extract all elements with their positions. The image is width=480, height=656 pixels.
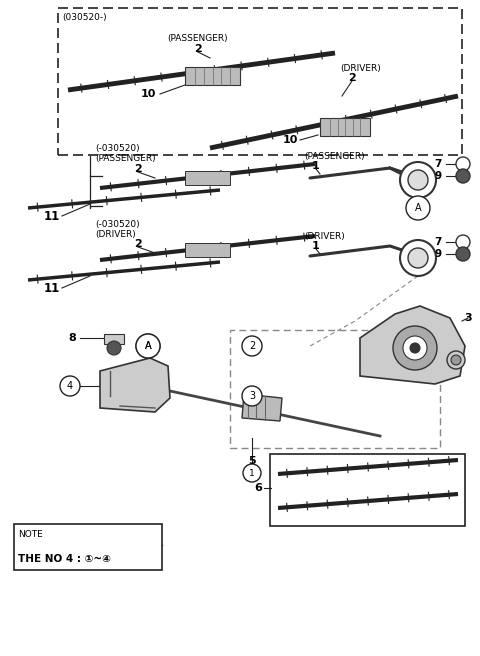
Circle shape bbox=[60, 376, 80, 396]
Text: (PASSENGER): (PASSENGER) bbox=[95, 154, 156, 163]
Text: NOTE: NOTE bbox=[18, 530, 43, 539]
Circle shape bbox=[406, 196, 430, 220]
Text: 5: 5 bbox=[248, 456, 256, 466]
Circle shape bbox=[136, 334, 160, 358]
Text: 2: 2 bbox=[249, 341, 255, 351]
Circle shape bbox=[242, 336, 262, 356]
Bar bbox=[270, 454, 465, 526]
Text: 2: 2 bbox=[134, 164, 142, 174]
Circle shape bbox=[447, 351, 465, 369]
Circle shape bbox=[242, 386, 262, 406]
Text: 6: 6 bbox=[254, 483, 262, 493]
Text: 3: 3 bbox=[464, 313, 472, 323]
Text: 11: 11 bbox=[44, 209, 60, 222]
Bar bbox=[185, 171, 230, 185]
Circle shape bbox=[243, 464, 261, 482]
Text: 1: 1 bbox=[249, 468, 255, 478]
Circle shape bbox=[456, 235, 470, 249]
Bar bbox=[14, 524, 162, 570]
Text: (PASSENGER): (PASSENGER) bbox=[304, 152, 365, 161]
Circle shape bbox=[107, 341, 121, 355]
Circle shape bbox=[456, 157, 470, 171]
Bar bbox=[320, 118, 370, 136]
Text: A: A bbox=[144, 341, 151, 351]
Text: THE NO 4 : ①~④: THE NO 4 : ①~④ bbox=[18, 554, 111, 564]
Circle shape bbox=[408, 170, 428, 190]
Text: (DRIVER): (DRIVER) bbox=[95, 230, 136, 239]
Circle shape bbox=[408, 248, 428, 268]
Text: (030520-): (030520-) bbox=[62, 13, 107, 22]
Text: 10: 10 bbox=[140, 89, 156, 99]
Text: A: A bbox=[144, 341, 151, 351]
Circle shape bbox=[136, 334, 160, 358]
Text: (PASSENGER): (PASSENGER) bbox=[168, 33, 228, 43]
Text: 4: 4 bbox=[67, 381, 73, 391]
Text: 9: 9 bbox=[434, 249, 442, 259]
Circle shape bbox=[451, 355, 461, 365]
Text: (DRIVER): (DRIVER) bbox=[340, 64, 381, 73]
Polygon shape bbox=[360, 306, 465, 384]
Text: 2: 2 bbox=[348, 73, 356, 83]
Text: 9: 9 bbox=[434, 171, 442, 181]
Text: 7: 7 bbox=[434, 159, 442, 169]
Bar bbox=[185, 67, 240, 85]
Circle shape bbox=[393, 326, 437, 370]
Text: 2: 2 bbox=[134, 239, 142, 249]
Text: 3: 3 bbox=[249, 391, 255, 401]
Text: 7: 7 bbox=[434, 237, 442, 247]
Text: 11: 11 bbox=[44, 281, 60, 295]
Text: (-030520): (-030520) bbox=[95, 220, 140, 228]
Circle shape bbox=[403, 336, 427, 360]
Text: 10: 10 bbox=[282, 135, 298, 145]
Polygon shape bbox=[100, 358, 170, 412]
Circle shape bbox=[400, 162, 436, 198]
Bar bbox=[185, 243, 230, 257]
Polygon shape bbox=[242, 394, 282, 421]
Circle shape bbox=[410, 343, 420, 353]
Circle shape bbox=[456, 169, 470, 183]
Text: 1: 1 bbox=[312, 161, 320, 171]
Bar bbox=[230, 330, 440, 448]
Text: (-030520): (-030520) bbox=[95, 144, 140, 152]
Text: 1: 1 bbox=[312, 241, 320, 251]
Text: (DRIVER): (DRIVER) bbox=[304, 232, 345, 241]
Circle shape bbox=[456, 247, 470, 261]
Text: 8: 8 bbox=[68, 333, 76, 343]
Text: A: A bbox=[415, 203, 421, 213]
Circle shape bbox=[400, 240, 436, 276]
Bar bbox=[58, 8, 462, 155]
Bar bbox=[104, 334, 124, 344]
Text: 2: 2 bbox=[194, 44, 202, 54]
